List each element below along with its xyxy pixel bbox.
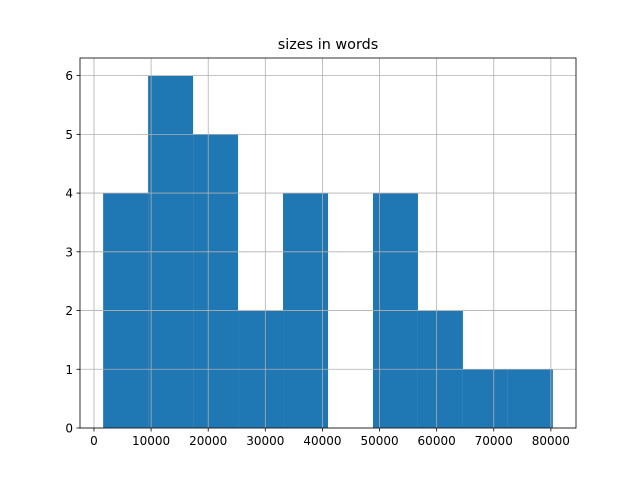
bar — [507, 369, 553, 428]
bar — [462, 369, 508, 428]
y-tick-label: 2 — [65, 304, 73, 318]
y-tick-label: 1 — [65, 363, 73, 377]
x-tick-label: 50000 — [360, 434, 398, 448]
x-tick-label: 80000 — [532, 434, 570, 448]
y-tick-label: 4 — [65, 187, 73, 201]
y-tick-label: 6 — [65, 69, 73, 83]
x-tick-label: 30000 — [246, 434, 284, 448]
bar — [193, 134, 239, 428]
y-tick-label: 5 — [65, 128, 73, 142]
y-tick-label: 3 — [65, 245, 73, 259]
chart-title: sizes in words — [278, 37, 379, 53]
x-tick-label: 20000 — [189, 434, 227, 448]
x-tick-label: 60000 — [418, 434, 456, 448]
x-tick-label: 40000 — [303, 434, 341, 448]
x-tick-label: 10000 — [132, 434, 170, 448]
axes-frame — [79, 57, 577, 429]
y-tick-label: 0 — [65, 422, 73, 436]
x-tick-label: 0 — [90, 434, 98, 448]
x-tick-label: 70000 — [475, 434, 513, 448]
